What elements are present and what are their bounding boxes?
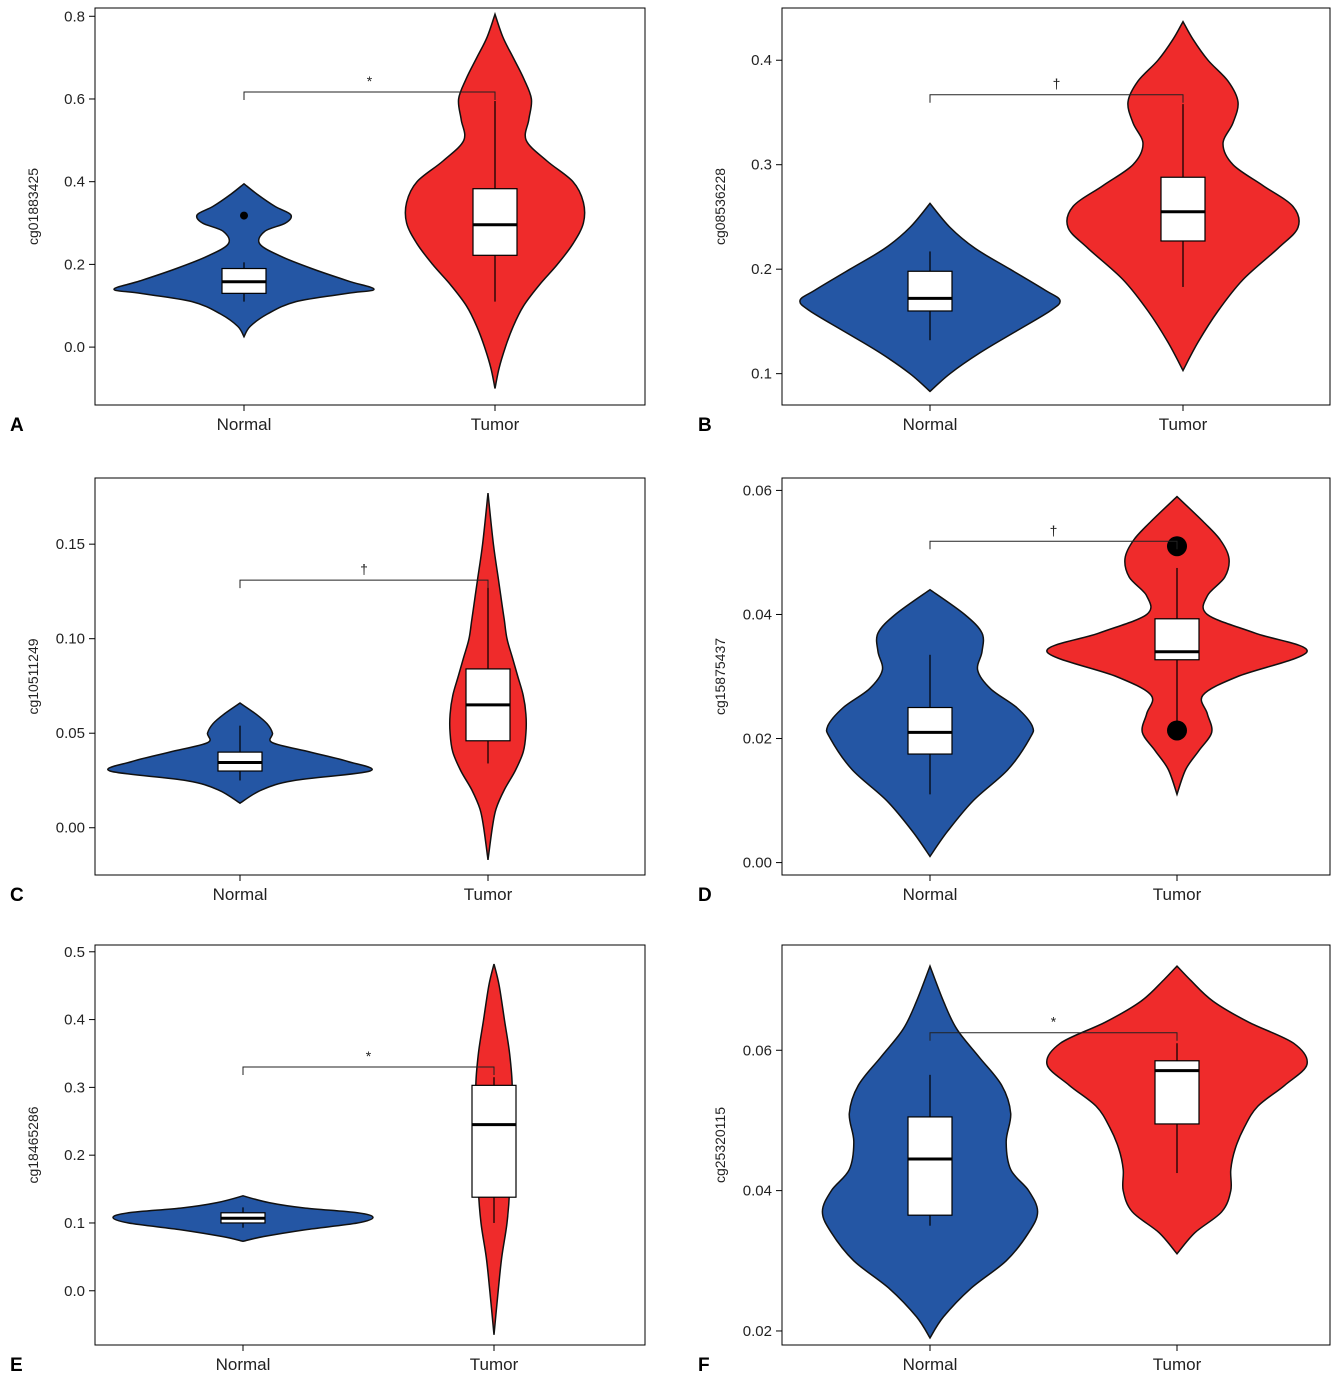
box-tumor [471,1084,517,1198]
y-tick-label: 0.04 [743,1183,772,1200]
significance-marker: † [1050,522,1058,538]
x-tick-label: Tumor [1153,1355,1202,1374]
y-tick-label: 0.2 [64,1147,85,1164]
y-tick-label: 0.0 [64,1283,85,1300]
significance-bracket [242,1066,495,1076]
panel-letter: E [10,1355,23,1374]
significance-marker: * [366,1048,372,1064]
panel-letter: F [698,1355,710,1374]
box-tumor [1154,618,1200,661]
panel-letter: B [698,415,712,436]
significance-marker: † [1053,76,1061,92]
y-tick-label: 0.4 [64,1012,85,1029]
x-tick-label: Normal [217,415,272,434]
y-tick-label: 0.3 [751,157,772,174]
x-tick-label: Tumor [471,415,520,434]
box-tumor [1160,176,1206,242]
outlier-point [240,211,248,220]
y-tick-label: 0.1 [751,366,772,383]
plot-frame [94,477,646,876]
plot-frame [781,477,1331,876]
y-tick-label: 0.0 [64,339,85,356]
significance-marker: * [1051,1014,1057,1030]
violin-normal [113,182,375,339]
outlier-point [1167,720,1187,741]
y-tick-label: 0.06 [743,1042,772,1059]
significance-bracket [929,540,1178,550]
panel-F: 0.02 0.04 0.06 cg25320115 Normal Tumor F * [698,944,1331,1374]
y-axis-label: cg18465286 [25,1106,41,1183]
y-tick-label: 0.00 [56,820,85,837]
box-normal [907,270,953,312]
panel-letter: D [698,885,712,906]
panel-E: 0.0 0.1 0.2 0.3 0.4 0.5 cg18465286 Normal Tumor E… [10,944,646,1374]
significance-bracket [243,91,496,100]
panel-C: 0.00 0.05 0.10 0.15 cg10511249 Normal Tumor C † [10,477,646,906]
y-tick-label: 0.8 [64,8,85,25]
y-tick-label: 0.15 [56,536,85,553]
y-tick-label: 0.2 [751,261,772,278]
box-normal [907,1116,953,1216]
x-tick-label: Normal [213,885,268,904]
y-tick-label: 0.05 [56,725,85,742]
y-tick-label: 0.5 [64,944,85,961]
y-tick-label: 0.10 [56,631,85,648]
y-tick-label: 0.1 [64,1215,85,1232]
significance-bracket [239,579,489,589]
y-axis-label: cg01883425 [25,168,41,245]
y-axis-label: cg25320115 [712,1107,728,1183]
y-tick-label: 0.00 [743,855,772,872]
panel-B: 0.1 0.2 0.3 0.4 cg08536228 Normal Tumor B † [698,7,1331,436]
plot-frame [94,7,646,406]
x-tick-label: Normal [903,415,958,434]
panel-letter: A [10,415,24,436]
panel-A: 0.0 0.2 0.4 0.6 0.8 cg01883425 Normal Tumor A * [10,7,646,436]
plot-frame [781,944,1331,1346]
significance-bracket [929,1032,1178,1041]
box-normal [907,706,953,755]
x-tick-label: Tumor [1159,415,1208,434]
box-tumor [472,188,518,256]
x-tick-label: Normal [216,1355,271,1374]
y-tick-label: 0.06 [743,482,772,499]
significance-marker: † [360,561,368,577]
y-tick-label: 0.4 [64,174,85,191]
y-axis-label: cg15875437 [712,638,728,715]
x-tick-label: Normal [903,1355,958,1374]
y-tick-label: 0.4 [751,52,772,69]
x-tick-label: Normal [903,885,958,904]
significance-bracket [929,94,1184,103]
plot-frame [781,7,1331,406]
y-tick-label: 0.02 [743,731,772,748]
significance-marker: * [367,73,373,89]
x-tick-label: Tumor [464,885,513,904]
panel-D: 0.00 0.02 0.04 0.06 cg15875437 Normal Tumor D † [698,477,1331,906]
panel-letter: C [10,885,24,906]
plot-frame [94,944,646,1346]
y-axis-label: cg10511249 [25,638,41,714]
x-tick-label: Tumor [1153,885,1202,904]
y-axis-label: cg08536228 [712,168,728,245]
y-tick-label: 0.3 [64,1079,85,1096]
y-tick-label: 0.02 [743,1323,772,1340]
y-tick-label: 0.04 [743,606,772,623]
y-tick-label: 0.6 [64,91,85,108]
y-tick-label: 0.2 [64,256,85,273]
x-tick-label: Tumor [470,1355,519,1374]
